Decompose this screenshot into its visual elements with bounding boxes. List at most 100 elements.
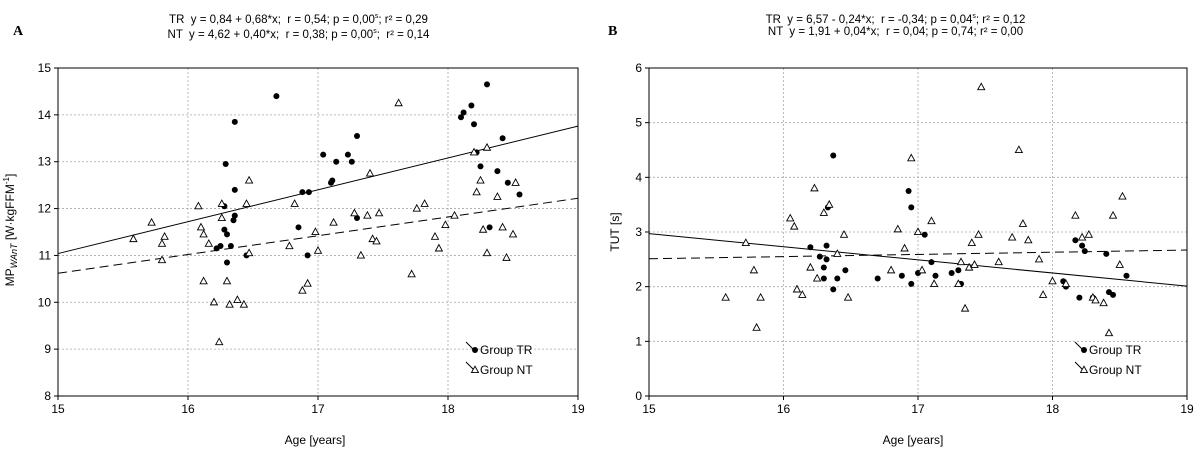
data-point	[494, 168, 501, 175]
annotation-tail: ; r² = 0,14	[376, 28, 430, 41]
data-point	[199, 276, 208, 285]
x-tick-label: 15	[51, 402, 65, 416]
y-tick-label: 4	[635, 170, 642, 184]
y-tick-label: 6	[635, 61, 642, 75]
data-point	[913, 227, 923, 236]
data-point	[450, 210, 459, 219]
data-point	[304, 252, 311, 259]
data-point	[842, 267, 849, 274]
grid-lines	[58, 68, 578, 396]
data-point	[420, 199, 429, 207]
x-tick-label: 19	[571, 402, 585, 416]
annotation-tail: ; r² = 0,29	[378, 13, 428, 26]
data-point	[955, 267, 962, 274]
data-point	[290, 199, 299, 207]
regression-annotation-tr: TR y = 6,57 - 0,24*x; r = -0,34; p = 0,0…	[597, 10, 1194, 27]
data-point	[1048, 276, 1057, 285]
data-point	[320, 151, 327, 158]
data-point	[365, 168, 375, 177]
legend: Group TR Group NT	[1074, 341, 1142, 377]
regression-line	[648, 249, 1188, 260]
data-point	[498, 222, 507, 231]
data-point	[129, 234, 138, 243]
data-point	[1007, 232, 1017, 241]
data-point	[1024, 235, 1033, 244]
data-point	[224, 259, 230, 266]
data-point	[1038, 290, 1048, 298]
y-tick-label: 15	[38, 61, 52, 75]
annotation-text: NT y = 4,62 + 0,40*x; r = 0,38; p = 0,00	[167, 28, 374, 41]
data-point	[516, 191, 523, 198]
data-point	[893, 224, 903, 233]
data-point	[812, 273, 822, 282]
data-point	[196, 222, 206, 231]
data-point	[368, 234, 377, 243]
data-point	[824, 199, 834, 208]
data-point	[1072, 237, 1079, 244]
data-point	[1099, 298, 1108, 307]
y-tick-label: 2	[635, 280, 642, 294]
data-point	[502, 253, 511, 261]
legend-label: Group TR	[1089, 343, 1142, 357]
data-point	[1061, 279, 1071, 287]
data-point	[482, 142, 492, 151]
y-tick-label: 3	[635, 225, 642, 239]
y-tick-label: 11	[39, 248, 52, 262]
data-point	[273, 93, 280, 100]
x-tick-label: 17	[311, 402, 325, 416]
data-point	[928, 259, 935, 266]
data-point	[493, 192, 502, 200]
annotation-text: TR y = 0,84 + 0,68*x; r = 0,54; p = 0,00	[169, 13, 375, 26]
data-point	[1123, 272, 1130, 279]
data-point	[907, 153, 916, 162]
data-point	[1104, 328, 1114, 337]
data-point	[834, 275, 841, 282]
data-point	[905, 188, 912, 194]
data-point	[303, 278, 312, 287]
data-point	[329, 177, 336, 184]
data-point	[239, 299, 249, 308]
y-tick-label: 8	[44, 389, 51, 403]
data-point	[295, 224, 302, 231]
annotation-tail: ; r² = 0,12	[975, 13, 1026, 26]
annotation-text: NT y = 1,91 + 0,04*x; r = 0,04; p = 0,74…	[767, 26, 1024, 38]
data-point	[305, 189, 312, 196]
data-point	[900, 243, 909, 252]
regression-annotation-nt: NT y = 1,91 + 0,04*x; r = 0,04; p = 0,74…	[597, 25, 1194, 39]
annotation-sup: s	[972, 13, 976, 20]
data-point	[976, 82, 986, 91]
data-point	[1077, 232, 1087, 241]
data-point	[468, 102, 475, 109]
data-point	[356, 250, 366, 259]
data-point	[749, 265, 759, 274]
data-point	[511, 178, 520, 186]
data-point	[333, 158, 340, 165]
annotation-sup: s	[374, 13, 379, 20]
data-point	[199, 229, 208, 238]
data-point	[374, 208, 384, 217]
data-point	[798, 290, 807, 298]
legend-marker	[470, 365, 480, 374]
data-point	[434, 243, 444, 252]
scatter-plot-a: MPWAnT [W·kgFFM-1] Age [years] 15 16 17 18 1…	[2, 61, 585, 447]
data-point	[217, 213, 227, 221]
x-tick-label: 17	[911, 402, 925, 416]
data-point	[222, 161, 229, 168]
data-point	[209, 297, 219, 306]
x-tick-label: 18	[1046, 402, 1060, 416]
data-point	[974, 229, 983, 238]
legend-line	[465, 361, 475, 371]
data-point	[231, 212, 238, 219]
y-tick-label: 10	[38, 295, 52, 309]
data-point	[372, 236, 381, 245]
data-point	[816, 253, 823, 260]
data-point	[486, 224, 493, 231]
data-point	[477, 163, 484, 170]
data-point	[348, 158, 355, 165]
y-tick-label: 13	[38, 155, 52, 169]
data-point	[227, 243, 234, 250]
data-point	[224, 231, 230, 238]
data-point	[354, 132, 360, 139]
y-tick-label: 9	[44, 342, 51, 356]
data-point	[214, 337, 224, 346]
